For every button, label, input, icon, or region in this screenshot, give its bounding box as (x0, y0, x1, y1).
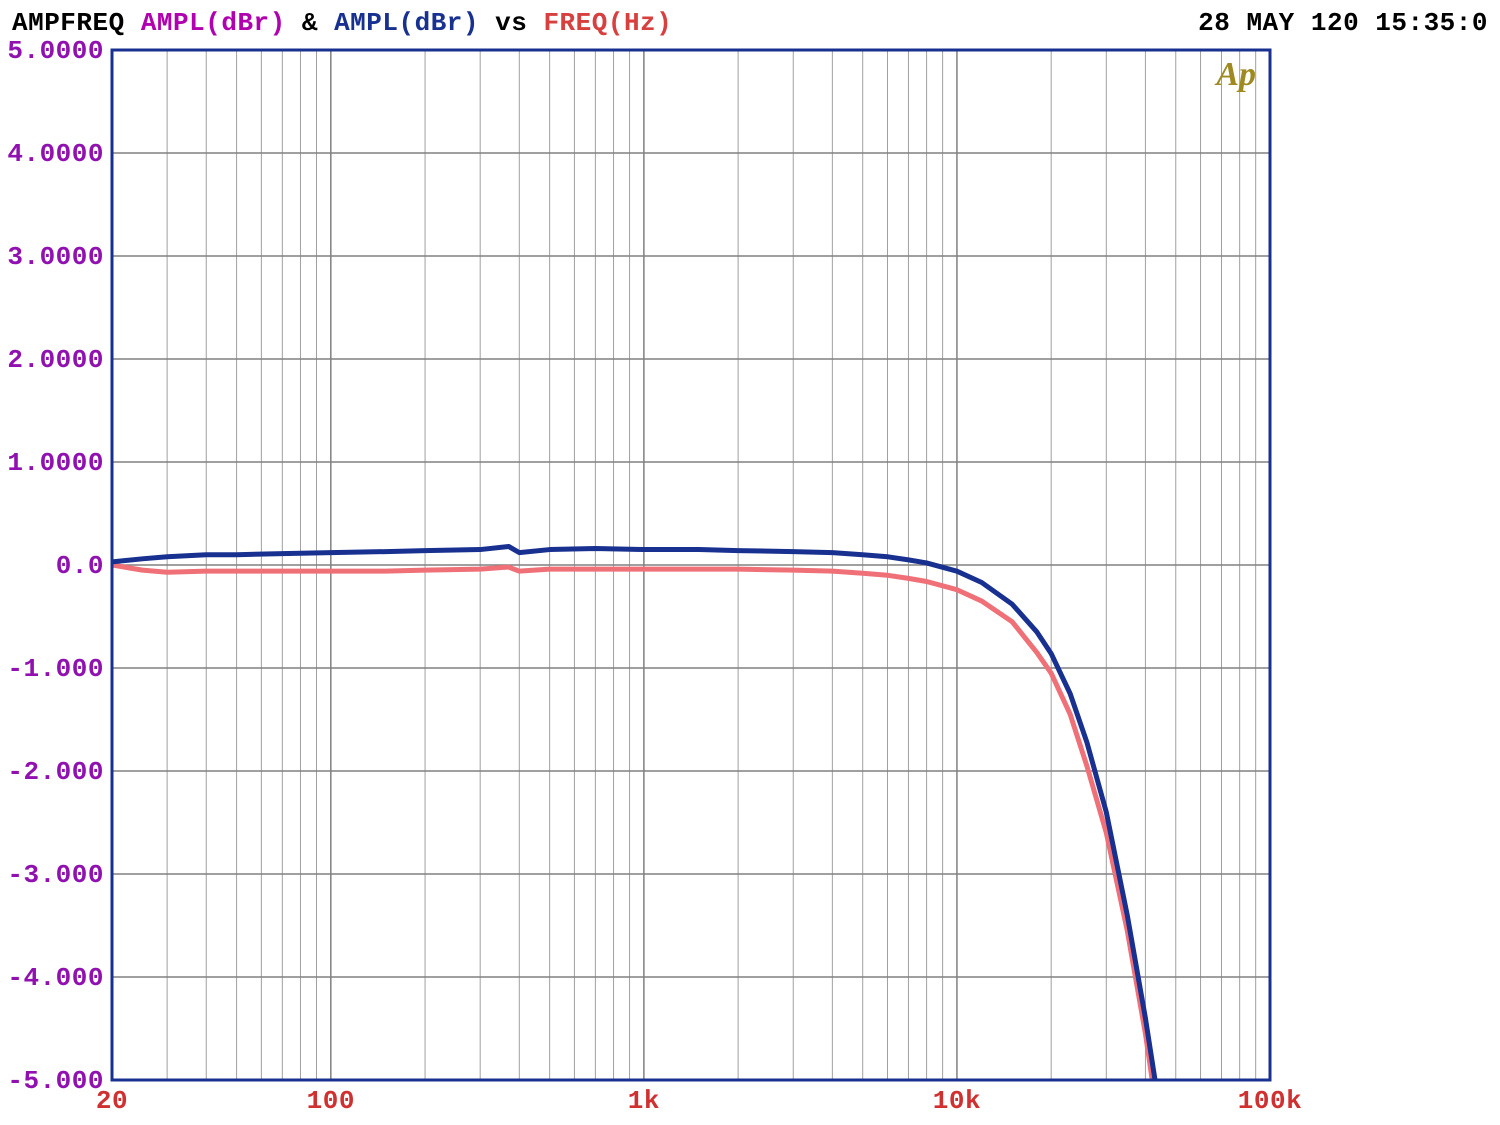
chart-plot (0, 0, 1500, 1125)
chart-container: { "title": { "segments": [ {"text":"AMPF… (0, 0, 1500, 1125)
